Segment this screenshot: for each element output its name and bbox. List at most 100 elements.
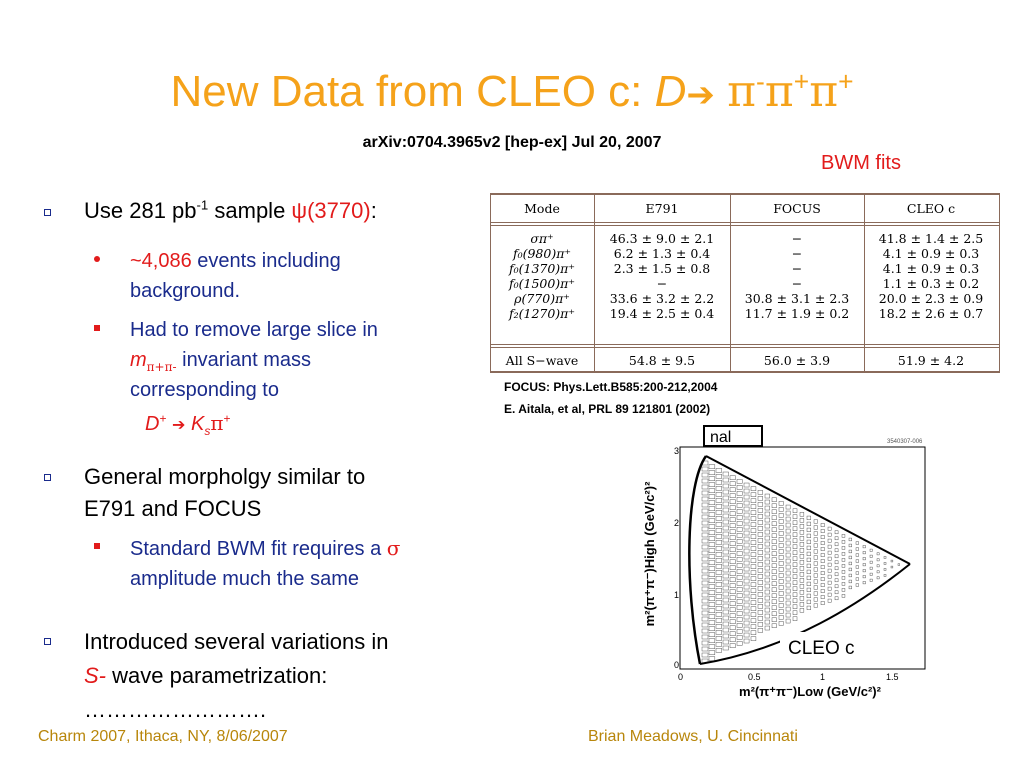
dalitz-box (701, 502, 709, 508)
dalitz-box (806, 593, 811, 598)
dalitz-box (701, 592, 709, 598)
dalitz-box (736, 539, 743, 544)
dalitz-box (722, 471, 729, 477)
bwm-line-1-text: Standard BWM fit requires a (130, 538, 387, 560)
table-cell: 33.6 ± 3.2 ± 2.2 (609, 291, 715, 306)
dalitz-box (771, 515, 777, 520)
dalitz-box (778, 501, 784, 506)
dalitz-box (722, 585, 729, 591)
dalitz-box (799, 548, 805, 553)
plot-label-bg (780, 632, 860, 660)
dalitz-box (757, 502, 763, 507)
sigma-symbol: σ (386, 536, 401, 560)
dalitz-box (827, 550, 832, 555)
dalitz-box (701, 634, 709, 640)
dalitz-box (785, 552, 791, 558)
dalitz-box (792, 568, 798, 573)
dalitz-box (820, 553, 825, 557)
dalitz-box (729, 499, 736, 504)
psi-resonance: ψ(3770) (291, 198, 371, 223)
modes-column: σπ⁺ f₀(980)π⁺ f₀(1370)π⁺ f₀(1500)π⁺ ρ(77… (490, 231, 594, 321)
dalitz-box (743, 596, 750, 602)
dalitz-box (820, 583, 825, 587)
header-focus: FOCUS (773, 201, 821, 216)
dalitz-box (799, 584, 805, 589)
dalitz-box (715, 558, 722, 563)
bullet-3-line-2-text: wave parametrization: (106, 663, 328, 688)
dalitz-box (708, 536, 716, 541)
dalitz-box (855, 541, 859, 545)
dalitz-box (785, 564, 791, 570)
dalitz-box (827, 592, 832, 597)
dalitz-box (722, 627, 729, 633)
dalitz-box (757, 496, 763, 501)
dalitz-box (764, 535, 770, 541)
dalitz-box (848, 585, 852, 590)
dalitz-box (813, 591, 818, 596)
dalitz-box (771, 551, 777, 556)
dalitz-box (862, 575, 866, 579)
dalitz-box (806, 569, 811, 574)
table-cell: σπ⁺ (530, 231, 554, 246)
dalitz-box (764, 619, 770, 625)
dalitz-box (792, 604, 798, 609)
dalitz-box (778, 555, 784, 560)
dalitz-box (757, 604, 763, 609)
table-cell: − (791, 231, 803, 246)
table-cell: f₂(1270)π⁺ (508, 306, 575, 321)
dalitz-box (806, 551, 811, 556)
dalitz-box (876, 552, 880, 556)
dalitz-box (743, 566, 750, 572)
dalitz-box (743, 602, 750, 608)
dalitz-box (785, 558, 791, 564)
dalitz-box (722, 639, 729, 645)
s-wave-symbol: S- (84, 663, 106, 688)
e791-reference: E. Aitala, et al, PRL 89 121801 (2002) (504, 402, 711, 416)
dalitz-box (722, 561, 729, 567)
dalitz-box (792, 586, 798, 591)
dalitz-box (869, 548, 873, 552)
dalitz-box (750, 534, 757, 539)
dalitz-box (708, 482, 716, 487)
dalitz-box (848, 567, 852, 572)
dalitz-box (820, 559, 825, 563)
dalitz-box (841, 576, 846, 580)
dalitz-box (827, 562, 832, 567)
dalitz-box (757, 574, 763, 579)
dalitz-box (750, 546, 757, 551)
focus-column: − − − − 30.8 ± 3.1 ± 2.3 11.7 ± 1.9 ± 0.… (730, 231, 864, 321)
events-count: ~4,086 (130, 250, 192, 272)
dalitz-box (862, 551, 866, 555)
dalitz-box (722, 609, 729, 615)
dalitz-box (792, 514, 798, 519)
dalitz-box (806, 587, 811, 592)
dalitz-box (715, 576, 722, 581)
dalitz-box (806, 545, 811, 550)
dalitz-box (869, 572, 873, 576)
dalitz-box (750, 516, 757, 521)
plot-tab-box (703, 425, 763, 447)
dalitz-box (820, 541, 825, 545)
dalitz-box (813, 555, 818, 560)
dalitz-box (757, 598, 763, 603)
dalitz-box (715, 606, 722, 611)
title-pi: π (809, 66, 839, 117)
dalitz-boxes (701, 460, 900, 664)
dalitz-box (764, 505, 770, 511)
decay-d-sup: + (159, 411, 167, 426)
dalitz-box (701, 598, 709, 604)
dalitz-box (750, 510, 757, 515)
kinematic-boundary-bottom (699, 563, 911, 665)
dalitz-box (701, 538, 709, 544)
dalitz-box (799, 536, 805, 541)
dalitz-box (792, 610, 798, 615)
dalitz-box (715, 564, 722, 569)
dalitz-box (848, 561, 852, 566)
dalitz-box (813, 585, 818, 590)
dalitz-box (883, 574, 887, 577)
dalitz-box (736, 479, 743, 484)
table-cell: 30.8 ± 3.1 ± 2.3 (744, 291, 850, 306)
dalitz-box (792, 616, 798, 621)
dalitz-box (792, 544, 798, 549)
dalitz-box (736, 533, 743, 538)
